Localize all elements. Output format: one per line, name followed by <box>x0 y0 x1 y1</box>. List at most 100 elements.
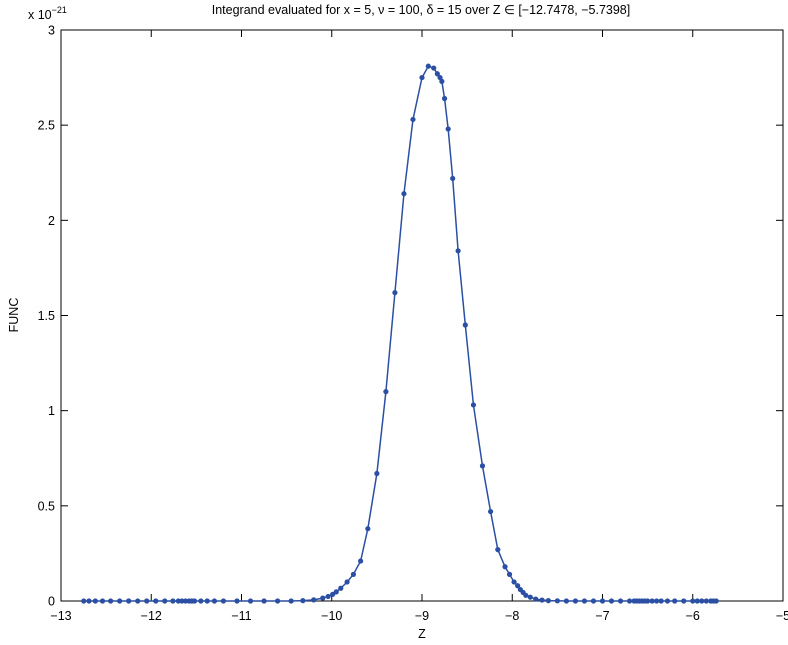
data-point <box>144 598 150 604</box>
data-point <box>288 598 294 604</box>
data-point <box>479 463 486 469</box>
data-point <box>713 598 719 604</box>
data-point <box>344 579 350 585</box>
data-point <box>81 598 87 604</box>
data-point <box>572 598 579 604</box>
data-point <box>590 598 597 604</box>
data-point <box>515 583 521 589</box>
x-tick-label: −9 <box>415 609 429 623</box>
data-point <box>175 598 181 604</box>
y-tick-label: 0.5 <box>38 499 55 513</box>
data-point <box>325 593 331 600</box>
data-point <box>445 126 451 132</box>
plot-area <box>60 29 784 602</box>
x-tick-label: −10 <box>321 609 342 623</box>
data-point <box>86 598 92 604</box>
data-point <box>419 74 425 81</box>
data-point <box>502 564 508 570</box>
data-point <box>506 571 513 577</box>
data-point <box>672 598 678 604</box>
data-point <box>581 598 588 604</box>
data-point <box>162 598 168 604</box>
chart-title: Integrand evaluated for x = 5, ν = 100, … <box>212 3 630 17</box>
x-axis-label: Z <box>418 627 426 641</box>
data-point <box>153 598 159 604</box>
data-point <box>495 547 501 553</box>
data-point <box>383 389 389 395</box>
data-point <box>511 579 517 585</box>
x-tick-label: −5 <box>776 609 788 623</box>
data-point <box>658 598 664 604</box>
data-point <box>703 598 709 604</box>
data-point <box>539 597 545 603</box>
series-markers <box>81 63 719 604</box>
data-point <box>170 598 176 604</box>
data-point <box>654 598 660 604</box>
data-point <box>699 598 705 604</box>
data-point <box>617 598 624 604</box>
data-point <box>261 598 267 604</box>
data-point <box>645 598 651 604</box>
data-point <box>320 595 326 601</box>
data-point <box>664 598 671 604</box>
x-tick-label: −11 <box>231 609 251 623</box>
data-point <box>599 598 606 604</box>
data-point <box>311 597 317 603</box>
data-point <box>204 598 210 604</box>
y-tick-label: 1 <box>48 404 55 418</box>
data-point <box>626 598 633 604</box>
y-axis-multiplier-base: x 10 <box>28 8 52 22</box>
data-point <box>374 470 380 477</box>
data-point <box>350 571 357 577</box>
data-point <box>554 598 560 604</box>
data-point <box>439 78 445 84</box>
data-point <box>234 598 240 604</box>
x-tick-label: −8 <box>505 609 519 623</box>
y-axis-label: FUNC <box>7 298 21 333</box>
data-point <box>649 598 655 604</box>
data-point <box>431 65 437 71</box>
x-tick-label: −6 <box>686 609 700 623</box>
data-point <box>470 402 477 408</box>
y-axis-multiplier-exponent: −21 <box>52 5 67 15</box>
data-point <box>338 585 344 591</box>
data-point <box>533 596 539 602</box>
y-tick-label: 0 <box>48 595 55 609</box>
data-point <box>211 598 218 604</box>
data-point <box>392 290 398 296</box>
data-point <box>690 598 696 604</box>
data-point <box>434 71 440 77</box>
data-point <box>247 598 254 604</box>
y-tick-label: 1.5 <box>38 309 55 323</box>
data-point <box>365 526 371 532</box>
data-point <box>333 589 339 595</box>
x-tick-label: −7 <box>595 609 609 623</box>
data-point <box>135 598 141 604</box>
data-point <box>92 598 98 604</box>
data-point <box>425 63 431 69</box>
data-point <box>462 322 468 328</box>
data-point <box>358 558 364 564</box>
data-point <box>455 248 461 254</box>
data-point <box>401 191 407 197</box>
x-tick-label: −12 <box>141 609 162 623</box>
data-point <box>487 508 494 515</box>
y-tick-label: 2.5 <box>38 119 55 133</box>
data-point <box>117 598 123 604</box>
y-tick-label: 3 <box>48 24 55 38</box>
data-point <box>179 598 185 604</box>
data-point <box>545 598 551 604</box>
data-point <box>99 598 106 604</box>
data-point <box>410 116 416 123</box>
data-point <box>681 598 687 604</box>
data-point <box>182 598 189 604</box>
y-tick-label: 2 <box>48 214 55 228</box>
data-point <box>220 598 227 604</box>
data-point <box>450 175 456 182</box>
data-point <box>191 598 198 604</box>
data-point <box>198 598 204 604</box>
data-point <box>126 598 132 604</box>
data-point <box>300 598 306 604</box>
x-axis-ticks: −13 −12 −11 −10 −9 −8 −7 −6 −5 <box>50 30 788 623</box>
data-point <box>608 598 615 604</box>
